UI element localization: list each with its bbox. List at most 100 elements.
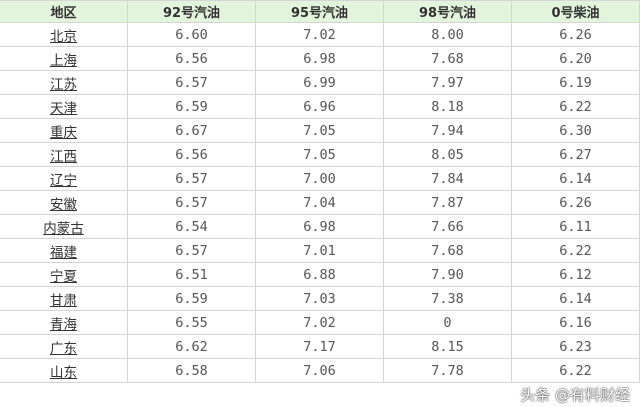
table-row: 天津 6.59 6.96 8.18 6.22 <box>0 94 640 119</box>
price-cell: 6.57 <box>127 190 256 215</box>
price-cell: 6.22 <box>511 238 640 263</box>
table-row: 山东 6.58 7.06 7.78 6.22 <box>0 358 640 383</box>
price-cell: 6.99 <box>255 70 384 95</box>
price-cell: 7.66 <box>383 214 512 239</box>
region-cell: 北京 <box>0 22 128 47</box>
region-link[interactable]: 内蒙古 <box>43 220 84 237</box>
price-cell: 7.78 <box>383 358 512 383</box>
region-cell: 江西 <box>0 142 128 167</box>
price-cell: 6.22 <box>511 358 640 383</box>
region-link[interactable]: 甘肃 <box>50 292 77 309</box>
table-row: 福建 6.57 7.01 7.68 6.22 <box>0 238 640 263</box>
price-cell: 7.87 <box>383 190 512 215</box>
region-cell: 山东 <box>0 358 128 383</box>
price-cell: 7.02 <box>255 22 384 47</box>
table-row: 甘肃 6.59 7.03 7.38 6.14 <box>0 286 640 311</box>
region-link[interactable]: 宁夏 <box>50 268 77 285</box>
price-cell: 6.96 <box>255 94 384 119</box>
table-row: 青海 6.55 7.02 0 6.16 <box>0 310 640 335</box>
column-header: 92号汽油 <box>127 0 256 23</box>
price-cell: 7.06 <box>255 358 384 383</box>
price-cell: 6.56 <box>127 46 256 71</box>
price-cell: 6.88 <box>255 262 384 287</box>
region-link[interactable]: 山东 <box>50 364 77 381</box>
price-cell: 6.59 <box>127 286 256 311</box>
region-link[interactable]: 广东 <box>50 340 77 357</box>
price-cell: 6.62 <box>127 334 256 359</box>
price-cell: 7.04 <box>255 190 384 215</box>
price-cell: 7.38 <box>383 286 512 311</box>
price-cell: 6.14 <box>511 166 640 191</box>
region-cell: 内蒙古 <box>0 214 128 239</box>
table-row: 北京 6.60 7.02 8.00 6.26 <box>0 22 640 47</box>
region-cell: 广东 <box>0 334 128 359</box>
region-cell: 江苏 <box>0 70 128 95</box>
table-row: 广东 6.62 7.17 8.15 6.23 <box>0 334 640 359</box>
price-cell: 7.02 <box>255 310 384 335</box>
price-cell: 7.17 <box>255 334 384 359</box>
price-cell: 6.57 <box>127 166 256 191</box>
region-link[interactable]: 青海 <box>50 316 77 333</box>
column-header: 0号柴油 <box>511 0 640 23</box>
price-cell: 6.55 <box>127 310 256 335</box>
price-cell: 7.00 <box>255 166 384 191</box>
region-cell: 天津 <box>0 94 128 119</box>
region-cell: 甘肃 <box>0 286 128 311</box>
column-header: 95号汽油 <box>255 0 384 23</box>
price-cell: 6.19 <box>511 70 640 95</box>
region-link[interactable]: 福建 <box>50 244 77 261</box>
region-link[interactable]: 辽宁 <box>50 172 77 189</box>
price-cell: 6.26 <box>511 190 640 215</box>
column-header: 地区 <box>0 0 128 23</box>
price-cell: 6.30 <box>511 118 640 143</box>
price-cell: 7.97 <box>383 70 512 95</box>
price-cell: 6.58 <box>127 358 256 383</box>
price-cell: 6.12 <box>511 262 640 287</box>
price-cell: 7.05 <box>255 118 384 143</box>
price-cell: 6.20 <box>511 46 640 71</box>
table-row: 江西 6.56 7.05 8.05 6.27 <box>0 142 640 167</box>
region-link[interactable]: 天津 <box>50 100 77 117</box>
price-cell: 6.67 <box>127 118 256 143</box>
region-link[interactable]: 江苏 <box>50 76 77 93</box>
table-row: 重庆 6.67 7.05 7.94 6.30 <box>0 118 640 143</box>
region-link[interactable]: 重庆 <box>50 124 77 141</box>
region-link[interactable]: 安徽 <box>50 196 77 213</box>
region-link[interactable]: 上海 <box>50 52 77 69</box>
price-cell: 7.94 <box>383 118 512 143</box>
table-header-row: 地区 92号汽油 95号汽油 98号汽油 0号柴油 <box>0 0 640 23</box>
price-cell: 6.57 <box>127 238 256 263</box>
price-cell: 6.16 <box>511 310 640 335</box>
region-cell: 安徽 <box>0 190 128 215</box>
region-cell: 福建 <box>0 238 128 263</box>
price-cell: 8.18 <box>383 94 512 119</box>
table-row: 江苏 6.57 6.99 7.97 6.19 <box>0 70 640 95</box>
price-cell: 7.68 <box>383 238 512 263</box>
region-cell: 重庆 <box>0 118 128 143</box>
price-cell: 6.23 <box>511 334 640 359</box>
table-row: 宁夏 6.51 6.88 7.90 6.12 <box>0 262 640 287</box>
watermark: 头条 @有料财经 <box>520 386 630 404</box>
price-cell: 6.54 <box>127 214 256 239</box>
price-cell: 6.98 <box>255 46 384 71</box>
price-cell: 7.01 <box>255 238 384 263</box>
region-link[interactable]: 江西 <box>50 148 77 165</box>
price-cell: 6.27 <box>511 142 640 167</box>
price-cell: 6.57 <box>127 70 256 95</box>
region-link[interactable]: 北京 <box>50 28 77 45</box>
region-cell: 辽宁 <box>0 166 128 191</box>
price-cell: 6.11 <box>511 214 640 239</box>
region-cell: 宁夏 <box>0 262 128 287</box>
table-row: 上海 6.56 6.98 7.68 6.20 <box>0 46 640 71</box>
price-cell: 7.84 <box>383 166 512 191</box>
region-cell: 上海 <box>0 46 128 71</box>
fuel-price-table: 地区 92号汽油 95号汽油 98号汽油 0号柴油 北京 6.60 7.02 8.00 6.26… <box>0 0 640 383</box>
price-cell: 6.14 <box>511 286 640 311</box>
price-cell: 7.90 <box>383 262 512 287</box>
price-cell: 6.56 <box>127 142 256 167</box>
price-cell: 0 <box>383 310 512 335</box>
price-cell: 8.05 <box>383 142 512 167</box>
price-cell: 6.22 <box>511 94 640 119</box>
price-cell: 6.59 <box>127 94 256 119</box>
price-cell: 8.00 <box>383 22 512 47</box>
